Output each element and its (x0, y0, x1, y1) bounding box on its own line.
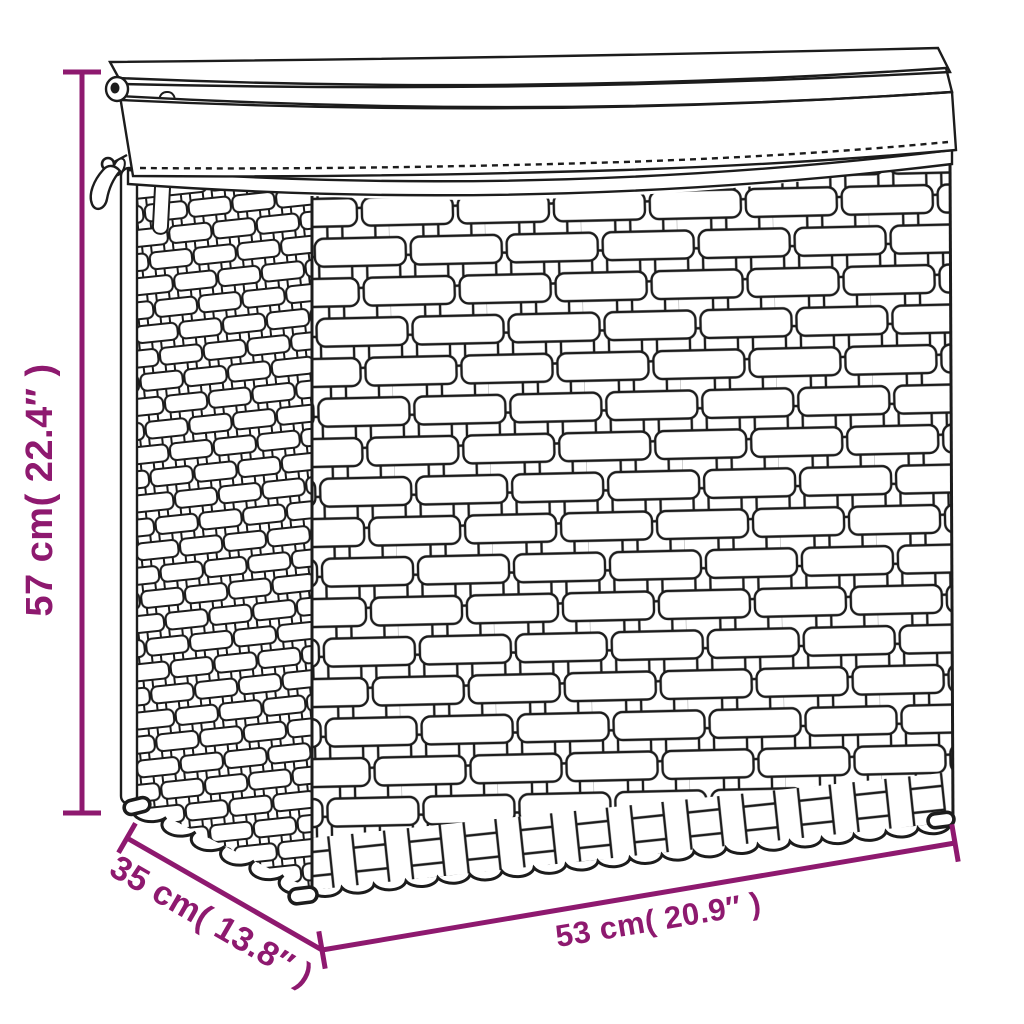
basket-right-edge (948, 161, 955, 823)
width-dimension-line (316, 823, 961, 970)
lid-ribbed-edge (116, 66, 954, 110)
liner (118, 90, 958, 178)
basket-bottom-edge-front (308, 824, 952, 898)
height-dimension-line (63, 69, 101, 816)
basket-feet (122, 795, 956, 906)
depth-dimension-line (116, 822, 324, 953)
basket-left-post (119, 166, 139, 806)
lid-roll-hole (110, 82, 120, 94)
basket-rim (126, 148, 954, 197)
basket-side-face (127, 178, 312, 890)
basket-front-face (312, 162, 953, 890)
lid-top (107, 46, 952, 89)
basket-bottom-edge-side (131, 801, 314, 896)
basket-bottom-weave (312, 772, 952, 890)
basket-illustration (89, 46, 958, 906)
height-dimension-label: 57 cm( 22.4″ ) (19, 363, 61, 616)
zipper-pull-icon (89, 153, 128, 211)
